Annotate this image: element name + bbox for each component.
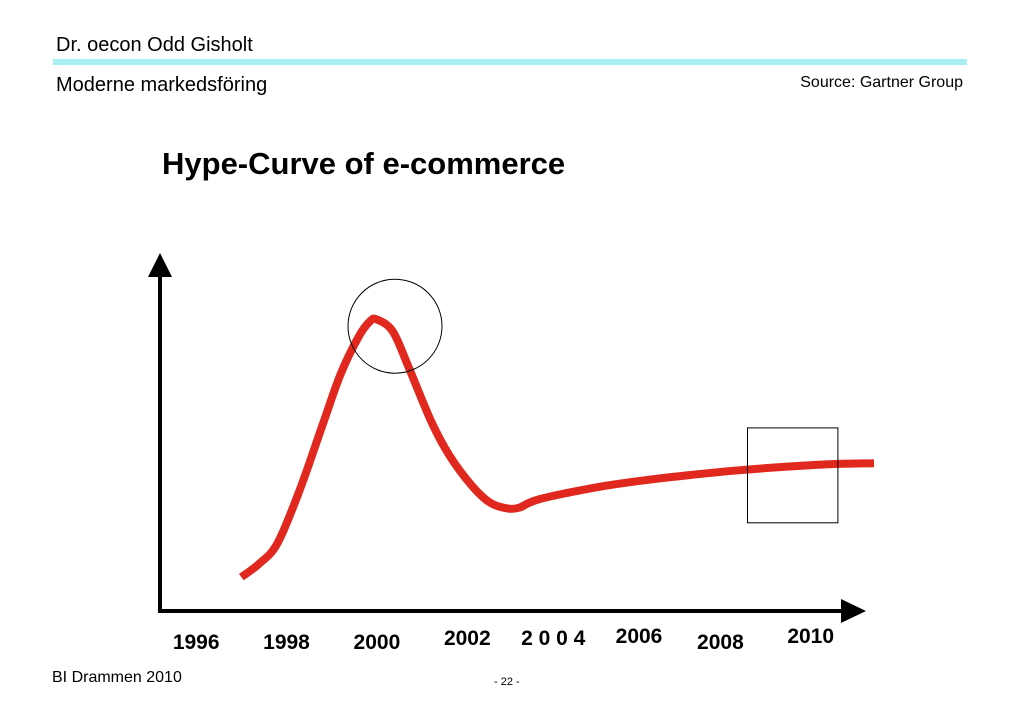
- x-tick-labels: 1996 1998 2000 2002 2 0 0 4 2006 2008 2010: [173, 625, 834, 654]
- footer-institution: BI Drammen 2010: [52, 669, 182, 686]
- x-tick-label: 1996: [173, 631, 220, 654]
- series-line-0: [238, 314, 875, 581]
- chart-axes: [148, 253, 866, 623]
- x-tick-label: 2006: [616, 625, 663, 648]
- x-tick-label: 2002: [444, 627, 491, 650]
- chart-title: Hype-Curve of e-commerce: [162, 146, 566, 181]
- peak-highlight-circle: [347, 278, 443, 374]
- author-name: Dr. oecon Odd Gisholt: [56, 34, 253, 56]
- source-note: Source: Gartner Group: [800, 74, 963, 91]
- plateau-highlight-box: [747, 427, 839, 524]
- x-axis-arrow: [841, 599, 866, 623]
- series-layer: [238, 314, 875, 581]
- x-tick-label: 2 0 0 4: [521, 627, 586, 650]
- header-rule: [53, 59, 967, 65]
- y-axis-arrow: [148, 253, 172, 277]
- x-tick-label: 2008: [697, 631, 744, 654]
- annotation-layer: [347, 278, 839, 524]
- x-tick-label: 2000: [354, 631, 401, 654]
- page-number: - 22 -: [494, 676, 520, 688]
- x-tick-label: 1998: [263, 631, 310, 654]
- course-title: Moderne markedsföring: [56, 74, 268, 96]
- x-tick-label: 2010: [787, 625, 834, 648]
